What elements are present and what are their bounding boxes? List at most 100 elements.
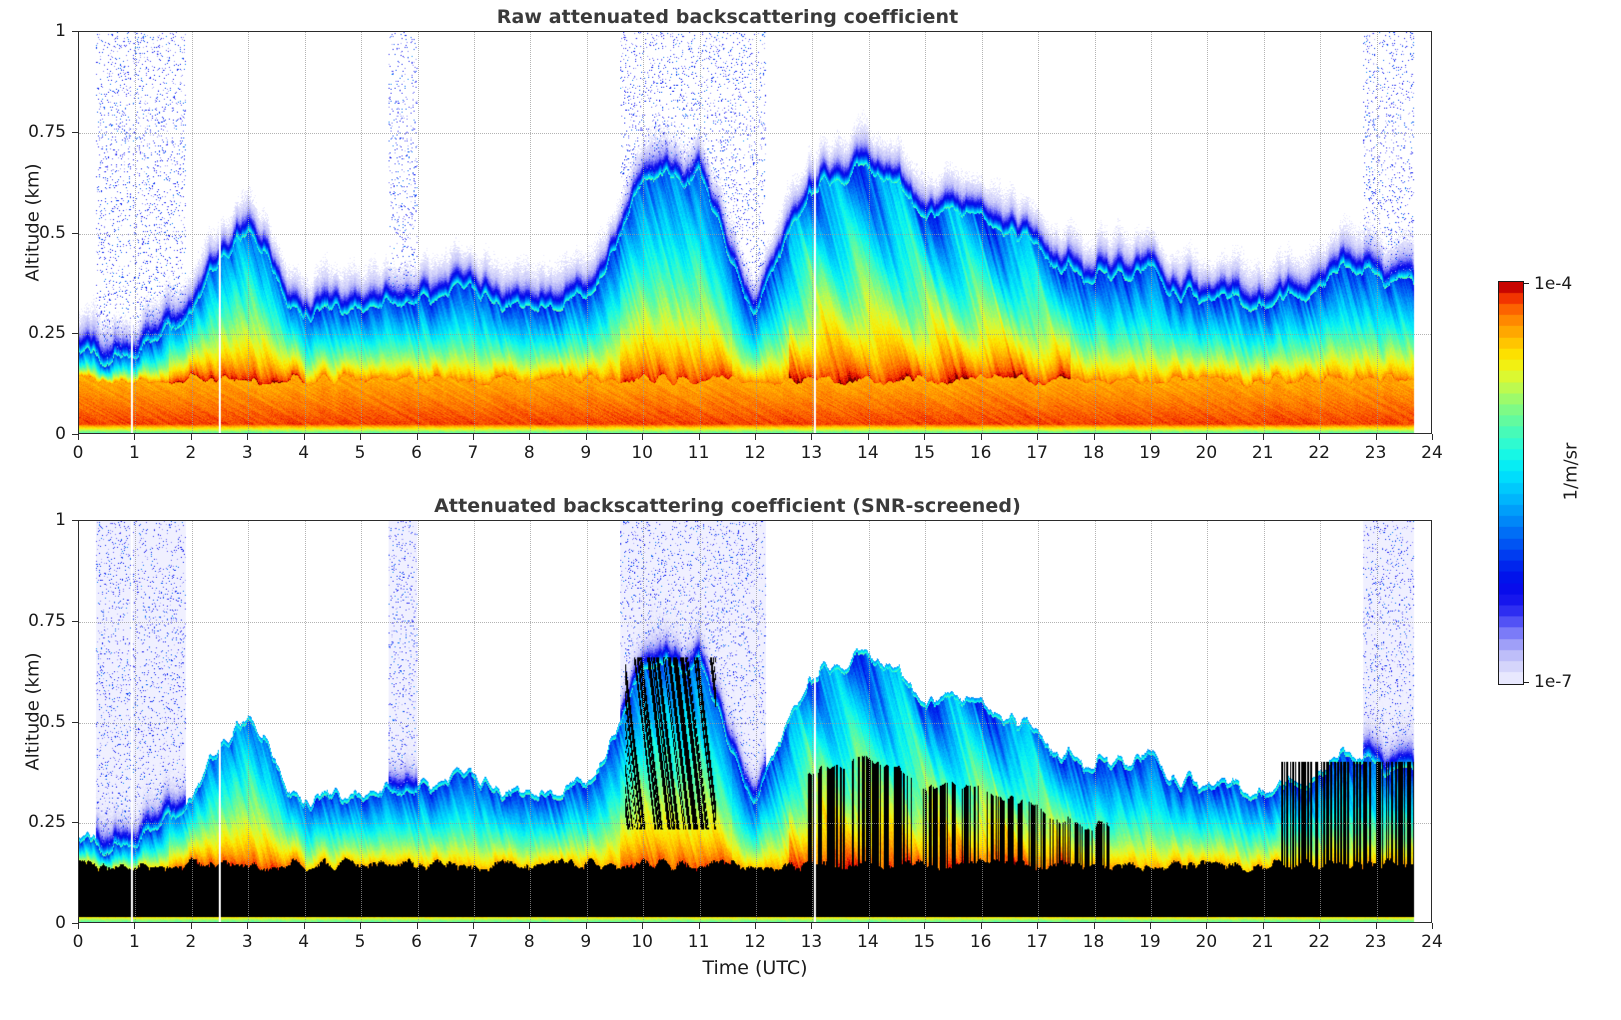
x-tick-label: 18 bbox=[1082, 932, 1105, 952]
x-tick-label: 3 bbox=[241, 932, 253, 952]
x-tick bbox=[134, 434, 136, 440]
x-tick-label: 23 bbox=[1364, 443, 1387, 463]
x-tick bbox=[1149, 434, 1151, 440]
x-tick bbox=[642, 434, 644, 440]
x-tick bbox=[1319, 923, 1321, 929]
x-tick bbox=[1375, 434, 1377, 440]
x-tick-label: 4 bbox=[298, 932, 310, 952]
panel-raw: Raw attenuated backscattering coefficien… bbox=[0, 0, 1455, 478]
x-tick bbox=[980, 923, 982, 929]
x-tick-label: 22 bbox=[1308, 443, 1330, 463]
y-axis-label-raw: Altitude (km) bbox=[22, 163, 44, 282]
x-tick-label: 12 bbox=[744, 443, 766, 463]
x-tick bbox=[303, 434, 305, 440]
x-tick-label: 15 bbox=[913, 932, 936, 952]
y-tick-label: 0.5 bbox=[38, 222, 66, 243]
plot-area-raw[interactable] bbox=[78, 31, 1432, 434]
x-tick bbox=[1262, 923, 1264, 929]
x-tick bbox=[1262, 434, 1264, 440]
y-tick bbox=[72, 822, 78, 824]
x-axis-label: Time (UTC) bbox=[702, 957, 808, 979]
x-tick-label: 6 bbox=[411, 932, 422, 952]
x-tick-label: 20 bbox=[1195, 443, 1218, 463]
x-tick-label: 17 bbox=[1026, 932, 1048, 952]
x-tick bbox=[1037, 923, 1039, 929]
x-tick-label: 5 bbox=[354, 443, 366, 463]
x-tick bbox=[134, 923, 136, 929]
x-tick bbox=[360, 923, 362, 929]
x-tick bbox=[247, 434, 249, 440]
heatmap-screened bbox=[79, 521, 1431, 922]
x-tick-label: 16 bbox=[969, 932, 992, 952]
x-tick-label: 9 bbox=[580, 443, 592, 463]
x-tick-label: 7 bbox=[467, 932, 479, 952]
y-tick bbox=[72, 923, 78, 924]
x-tick bbox=[190, 434, 192, 440]
x-tick-label: 21 bbox=[1251, 932, 1274, 952]
colorbar: 1e-4 1e-7 1/m/sr bbox=[1498, 274, 1621, 692]
y-tick bbox=[72, 333, 78, 335]
x-tick-label: 5 bbox=[354, 932, 366, 952]
x-tick bbox=[529, 923, 531, 929]
x-tick-label: 21 bbox=[1251, 443, 1274, 463]
y-tick bbox=[72, 721, 78, 723]
x-tick-label: 19 bbox=[1139, 932, 1161, 952]
x-tick-label: 12 bbox=[744, 932, 766, 952]
x-tick bbox=[1432, 923, 1433, 929]
x-tick bbox=[78, 434, 79, 440]
panel-screened: Attenuated backscattering coefficient (S… bbox=[0, 478, 1455, 1020]
x-tick bbox=[472, 923, 474, 929]
x-tick-label: 1 bbox=[128, 932, 140, 952]
x-tick-label: 14 bbox=[857, 443, 879, 463]
x-tick-label: 19 bbox=[1139, 443, 1161, 463]
y-tick-label: 0 bbox=[55, 424, 66, 444]
panel-screened-title: Attenuated backscattering coefficient (S… bbox=[434, 495, 1021, 517]
x-tick bbox=[529, 434, 531, 440]
x-tick-label: 23 bbox=[1364, 932, 1387, 952]
heatmap-raw bbox=[79, 32, 1431, 433]
y-tick bbox=[72, 31, 78, 32]
y-tick bbox=[72, 520, 78, 521]
x-tick-label: 24 bbox=[1421, 932, 1443, 952]
x-tick-label: 6 bbox=[411, 443, 422, 463]
x-tick bbox=[811, 434, 813, 440]
x-tick bbox=[1037, 434, 1039, 440]
x-tick bbox=[980, 434, 982, 440]
colorbar-gradient bbox=[1498, 281, 1524, 685]
y-tick-label: 0.5 bbox=[38, 711, 66, 732]
y-tick-label: 0.25 bbox=[28, 323, 66, 344]
x-tick-label: 3 bbox=[241, 443, 253, 463]
x-tick bbox=[585, 434, 587, 440]
x-tick bbox=[1375, 923, 1377, 929]
x-tick-label: 24 bbox=[1421, 443, 1443, 463]
x-tick-label: 4 bbox=[298, 443, 310, 463]
x-tick-label: 22 bbox=[1308, 932, 1330, 952]
x-tick-label: 20 bbox=[1195, 932, 1218, 952]
x-tick bbox=[585, 923, 587, 929]
y-tick-label: 0.25 bbox=[28, 812, 66, 833]
x-tick bbox=[303, 923, 305, 929]
y-axis-label-screened: Altitude (km) bbox=[22, 652, 44, 771]
y-tick bbox=[72, 131, 78, 133]
colorbar-tick-max bbox=[1524, 283, 1529, 284]
x-tick bbox=[698, 923, 700, 929]
x-tick bbox=[1206, 434, 1208, 440]
x-tick bbox=[698, 434, 700, 440]
x-tick-label: 1 bbox=[128, 443, 140, 463]
plot-area-screened[interactable] bbox=[78, 520, 1432, 923]
x-tick bbox=[867, 434, 869, 440]
x-tick bbox=[1149, 923, 1151, 929]
x-tick bbox=[924, 923, 926, 929]
x-tick bbox=[1432, 434, 1433, 440]
y-tick-label: 0.75 bbox=[28, 610, 66, 631]
x-tick-label: 7 bbox=[467, 443, 479, 463]
y-tick bbox=[72, 232, 78, 234]
y-tick-label: 1 bbox=[55, 510, 66, 530]
colorbar-tick-min bbox=[1524, 682, 1529, 683]
x-tick bbox=[755, 923, 756, 929]
x-tick bbox=[642, 923, 644, 929]
x-tick bbox=[360, 434, 362, 440]
x-tick-label: 16 bbox=[969, 443, 992, 463]
x-tick bbox=[924, 434, 926, 440]
